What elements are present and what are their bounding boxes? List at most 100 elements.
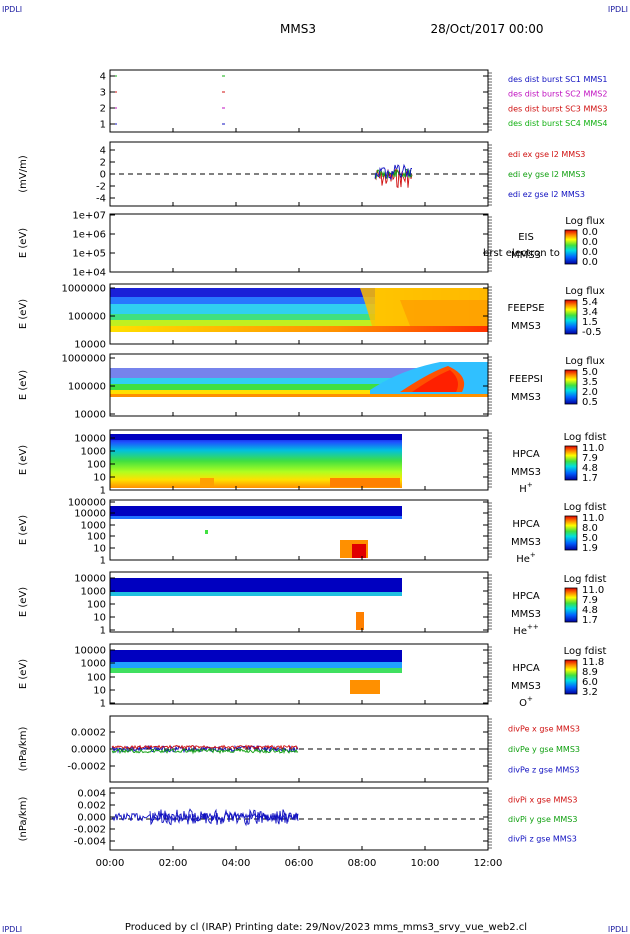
instrument-label: FEEPSE xyxy=(507,303,544,314)
colorbar xyxy=(564,515,578,551)
y-axis-label: E (eV) xyxy=(18,370,29,400)
instrument-label: EIS xyxy=(518,232,534,243)
species-label: O+ xyxy=(519,695,533,709)
legend-entry: des dist burst SC3 MMS3 xyxy=(508,104,607,113)
spacecraft-label: MMS3 xyxy=(511,681,541,692)
panel-frame xyxy=(109,213,489,273)
hpca-he-spectrogram xyxy=(110,506,402,558)
y-tick-label: 0.0002 xyxy=(71,728,106,739)
series-trace xyxy=(111,747,299,755)
colorbar-tick-label: 1.7 xyxy=(582,615,598,626)
instrument-label: HPCA xyxy=(512,591,540,602)
colorbar-tick-label: 11.0 xyxy=(582,585,604,596)
feepse-spectrogram xyxy=(110,288,488,332)
x-axis: 00:00 02:00 04:00 06:00 08:00 10:00 12:00 xyxy=(96,128,502,869)
colorbar-tick-label: 7.9 xyxy=(582,595,598,606)
series-trace xyxy=(111,744,299,750)
y-tick-label: 10000 xyxy=(74,340,106,351)
x-tick-label: 02:00 xyxy=(159,858,188,869)
colorbar-tick-label: 1.7 xyxy=(582,473,598,484)
y-tick-label: 1 xyxy=(100,626,106,637)
legend-entry: edi ey gse l2 MMS3 xyxy=(508,170,586,179)
colorbar-tick-label: 11.0 xyxy=(582,443,604,454)
x-tick-label: 10:00 xyxy=(411,858,440,869)
series-trace xyxy=(111,811,299,823)
y-axis-label: (mV/m) xyxy=(18,155,29,193)
y-tick-label: 10000 xyxy=(74,434,106,445)
colorbar-tick-label: 11.0 xyxy=(582,513,604,524)
colorbar xyxy=(564,587,578,623)
y-tick-label: 10 xyxy=(93,613,106,624)
y-tick-label: 1000 xyxy=(81,659,106,670)
y-tick-label: -2 xyxy=(96,182,106,193)
date-title: 28/Oct/2017 00:00 xyxy=(430,22,543,36)
colorbar-tick-label: 3.4 xyxy=(582,307,598,318)
colorbar-title: Log fdist xyxy=(564,574,607,585)
y-tick-label: 0 xyxy=(100,170,106,181)
colorbar-title: Log flux xyxy=(565,216,605,227)
panel-feepse: 1000000 100000 10000 E (eV) FEEPSE MMS3 Log fl… xyxy=(18,283,605,351)
y-axis-label: E (eV) xyxy=(18,228,29,258)
y-tick-label: 0.000 xyxy=(77,813,106,824)
legend-entry: divPi x gse MMS3 xyxy=(508,796,577,805)
colorbar-title: Log flux xyxy=(565,356,605,367)
y-tick-label: 1e+05 xyxy=(72,249,106,260)
colorbar-tick-label: 4.8 xyxy=(582,463,598,474)
y-tick-label: 0.004 xyxy=(77,789,106,800)
panel-burst: 4 3 2 1 des dist burst SC1 MMS1 des dist burs… xyxy=(100,69,607,133)
panel-edi: 420-2-4 (mV/m) edi ex gse l2 MMS3 edi ey gs… xyxy=(18,141,586,207)
y-tick-label: 100 xyxy=(87,600,106,611)
y-tick-label: 0.002 xyxy=(77,801,106,812)
colorbar-tick-label: 0.0 xyxy=(582,237,598,248)
y-tick-label: 4 xyxy=(100,146,106,157)
colorbar-tick-label: 8.0 xyxy=(582,523,598,534)
y-tick-label: -0.0002 xyxy=(67,762,106,773)
x-tick-label: 08:00 xyxy=(348,858,377,869)
y-tick-label: 10000 xyxy=(74,574,106,585)
hpca-h-spectrogram xyxy=(110,434,402,488)
legend-entry: des dist burst SC1 MMS1 xyxy=(508,75,607,84)
hpca-he2-spectrogram xyxy=(110,578,402,630)
y-tick-label: 1 xyxy=(100,699,106,710)
y-tick-label: 100 xyxy=(87,532,106,543)
panel-hpca_he2: 10000 1000 100 10 1 E (eV) HPCA MMS3 He++ Log fdi… xyxy=(18,571,607,637)
y-tick-label: 2 xyxy=(100,104,106,115)
y-axis-label: (nPa/km) xyxy=(18,797,29,842)
colorbar-tick-label: 5.4 xyxy=(582,297,598,308)
legend-entry: des dist burst SC4 MMS4 xyxy=(508,119,607,128)
colorbar xyxy=(564,299,578,335)
colorbar-tick-label: 2.0 xyxy=(582,387,598,398)
colorbar-tick-label: 6.0 xyxy=(582,677,598,688)
y-tick-label: 1000000 xyxy=(61,354,106,365)
panel-divpe: 0.0002 0.0000 -0.0002 (nPa/km) divPe x gse M… xyxy=(18,715,580,783)
colorbar-tick-label: 5.0 xyxy=(582,533,598,544)
y-tick-label: 100 xyxy=(87,460,106,471)
y-tick-label: 1 xyxy=(100,556,106,567)
footer-credits: Produced by cl (IRAP) Printing date: 29/… xyxy=(125,922,527,933)
y-tick-label: 10 xyxy=(93,544,106,555)
colorbar-tick-label: 11.8 xyxy=(582,657,604,668)
colorbar-tick-label: 3.5 xyxy=(582,377,598,388)
instrument-label: HPCA xyxy=(512,449,540,460)
spacecraft-label: MMS3 xyxy=(511,392,541,403)
y-tick-label: 4 xyxy=(100,72,106,83)
legend-entry: divPe x gse MMS3 xyxy=(508,724,580,733)
overlay-text: brst electron to xyxy=(483,248,560,259)
corner-mark-bottom-right: IPDLI xyxy=(608,925,628,934)
colorbar xyxy=(564,445,578,481)
y-tick-label: 100000 xyxy=(68,312,106,323)
y-tick-label: 100 xyxy=(87,673,106,684)
y-tick-label: 100000 xyxy=(68,382,106,393)
spacecraft-label: MMS3 xyxy=(511,537,541,548)
panel-hpca_o: 10000 1000 100 10 1 E (eV) HPCA MMS3 O+ Log fdist… xyxy=(18,643,606,710)
y-tick-label: 1e+07 xyxy=(72,211,106,222)
y-tick-label: 2 xyxy=(100,158,106,169)
y-tick-label: 10 xyxy=(93,686,106,697)
y-tick-label: 1e+06 xyxy=(72,230,106,241)
colorbar xyxy=(564,659,578,695)
colorbar-tick-label: 0.5 xyxy=(582,397,598,408)
